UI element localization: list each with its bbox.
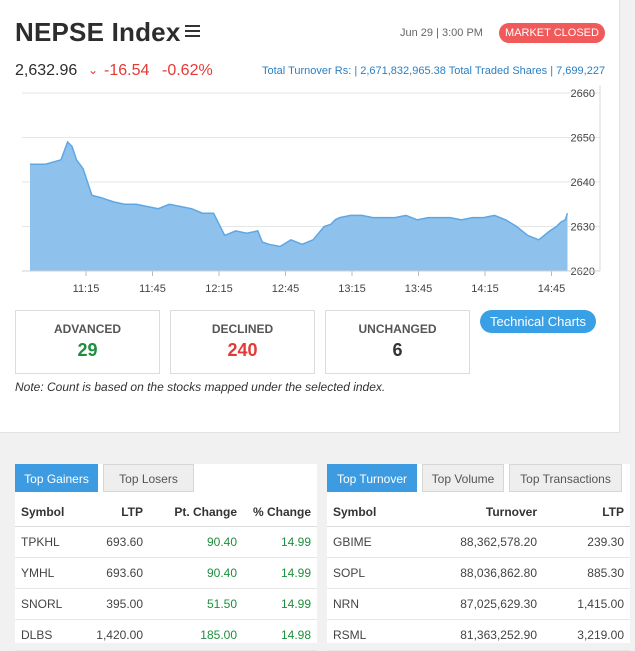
cell-symbol[interactable]: NRN — [327, 588, 407, 620]
y-tick-label: 2650 — [571, 133, 595, 145]
table-row[interactable]: SNORL 395.00 51.50 14.99 — [15, 588, 317, 620]
cell-symbol[interactable]: SNORL — [15, 588, 95, 620]
col-pct-change[interactable]: % Change — [243, 499, 317, 527]
y-tick-label: 2660 — [571, 88, 595, 100]
y-tick-label: 2630 — [571, 222, 595, 234]
cell-ltp: 395.00 — [95, 588, 149, 620]
cell-ltp: 693.60 — [95, 557, 149, 589]
turnover-summary: Total Turnover Rs: | 2,671,832,965.38 To… — [262, 65, 606, 77]
unchanged-box: UNCHANGED 6 — [325, 310, 470, 374]
col-ltp[interactable]: LTP — [95, 499, 149, 527]
cell-ltp: 885.30 — [543, 557, 630, 589]
y-tick-label: 2620 — [571, 266, 595, 278]
index-card: NEPSE Index Jun 29 | 3:00 PM MARKET CLOS… — [0, 0, 620, 433]
gainers-panel: Top Gainers Top Losers Symbol LTP Pt. Ch… — [15, 464, 317, 651]
cell-turnover: 81,363,252.90 — [407, 619, 543, 651]
cell-turnover: 88,362,578.20 — [407, 526, 543, 558]
declined-value: 240 — [227, 340, 258, 360]
advanced-value: 29 — [77, 340, 98, 360]
turnover-table: Symbol Turnover LTP GBIME 88,362,578.20 … — [327, 499, 630, 651]
col-turnover[interactable]: Turnover — [407, 499, 543, 527]
tab-top-turnover[interactable]: Top Turnover — [327, 464, 417, 492]
cell-symbol[interactable]: SOPL — [327, 557, 407, 589]
x-tick-label: 14:45 — [538, 283, 566, 295]
x-tick-label: 13:45 — [405, 283, 433, 295]
declined-box: DECLINED 240 — [170, 310, 315, 374]
col-ltp[interactable]: LTP — [543, 499, 630, 527]
x-tick-label: 12:45 — [272, 283, 300, 295]
cell-pt-change: 90.40 — [149, 526, 243, 558]
cell-pt-change: 90.40 — [149, 557, 243, 589]
count-note: Note: Count is based on the stocks mappe… — [15, 380, 386, 394]
index-value: 2,632.96 — [15, 62, 78, 79]
x-tick-label: 14:15 — [471, 283, 499, 295]
x-tick-label: 11:45 — [139, 283, 166, 295]
cell-pct-change: 14.98 — [243, 619, 317, 651]
page-title: NEPSE Index — [15, 17, 181, 47]
cell-pt-change: 185.00 — [149, 619, 243, 651]
table-row[interactable]: YMHL 693.60 90.40 14.99 — [15, 557, 317, 589]
menu-icon[interactable] — [185, 25, 200, 39]
tab-top-losers[interactable]: Top Losers — [103, 464, 194, 492]
unchanged-label: UNCHANGED — [358, 322, 437, 336]
table-row[interactable]: TPKHL 693.60 90.40 14.99 — [15, 526, 317, 558]
table-header-row: Symbol Turnover LTP — [327, 499, 630, 527]
table-row[interactable]: RSML 81,363,252.90 3,219.00 — [327, 619, 630, 651]
unchanged-value: 6 — [392, 340, 403, 360]
x-tick-label: 11:15 — [73, 283, 100, 295]
cell-turnover: 88,036,862.80 — [407, 557, 543, 589]
cell-symbol[interactable]: YMHL — [15, 557, 95, 589]
table-header-row: Symbol LTP Pt. Change % Change — [15, 499, 317, 527]
cell-ltp: 1,420.00 — [95, 619, 149, 651]
cell-ltp: 239.30 — [543, 526, 630, 558]
index-chart: 2660 2650 2640 2630 2620 11:15 11:45 12:15 12:45… — [22, 85, 601, 295]
gainers-table: Symbol LTP Pt. Change % Change TPKHL 693… — [15, 499, 317, 651]
price-line — [30, 140, 569, 248]
market-status-badge: MARKET CLOSED — [499, 23, 605, 43]
table-row[interactable]: NRN 87,025,629.30 1,415.00 — [327, 588, 630, 620]
cell-ltp: 693.60 — [95, 526, 149, 558]
tab-top-volume[interactable]: Top Volume — [422, 464, 504, 492]
technical-charts-button[interactable]: Technical Charts — [480, 310, 596, 333]
col-symbol[interactable]: Symbol — [15, 499, 95, 527]
x-tick-label: 12:15 — [205, 283, 233, 295]
table-row[interactable]: SOPL 88,036,862.80 885.30 — [327, 557, 630, 589]
cell-pct-change: 14.99 — [243, 557, 317, 589]
market-datetime: Jun 29 | 3:00 PM — [400, 27, 483, 39]
cell-ltp: 1,415.00 — [543, 588, 630, 620]
cell-ltp: 3,219.00 — [543, 619, 630, 651]
cell-symbol[interactable]: RSML — [327, 619, 407, 651]
price-area — [30, 142, 568, 271]
turnover-panel: Top Turnover Top Volume Top Transactions… — [327, 464, 630, 651]
cell-pct-change: 14.99 — [243, 588, 317, 620]
declined-label: DECLINED — [211, 322, 274, 336]
cell-symbol[interactable]: GBIME — [327, 526, 407, 558]
x-tick-label: 13:15 — [338, 283, 366, 295]
cell-turnover: 87,025,629.30 — [407, 588, 543, 620]
cell-pt-change: 51.50 — [149, 588, 243, 620]
y-tick-label: 2640 — [571, 177, 595, 189]
tab-top-gainers[interactable]: Top Gainers — [15, 464, 98, 492]
cell-pct-change: 14.99 — [243, 526, 317, 558]
chevron-down-icon: ⌄ — [88, 63, 99, 77]
table-row[interactable]: GBIME 88,362,578.20 239.30 — [327, 526, 630, 558]
cell-symbol[interactable]: TPKHL — [15, 526, 95, 558]
advanced-label: ADVANCED — [53, 322, 122, 336]
index-change-points: -16.54 — [104, 62, 150, 79]
col-symbol[interactable]: Symbol — [327, 499, 407, 527]
tab-top-transactions[interactable]: Top Transactions — [509, 464, 622, 492]
col-pt-change[interactable]: Pt. Change — [149, 499, 243, 527]
table-row[interactable]: DLBS 1,420.00 185.00 14.98 — [15, 619, 317, 651]
cell-symbol[interactable]: DLBS — [15, 619, 95, 651]
advanced-box: ADVANCED 29 — [15, 310, 160, 374]
index-change-percent: -0.62% — [162, 62, 213, 79]
